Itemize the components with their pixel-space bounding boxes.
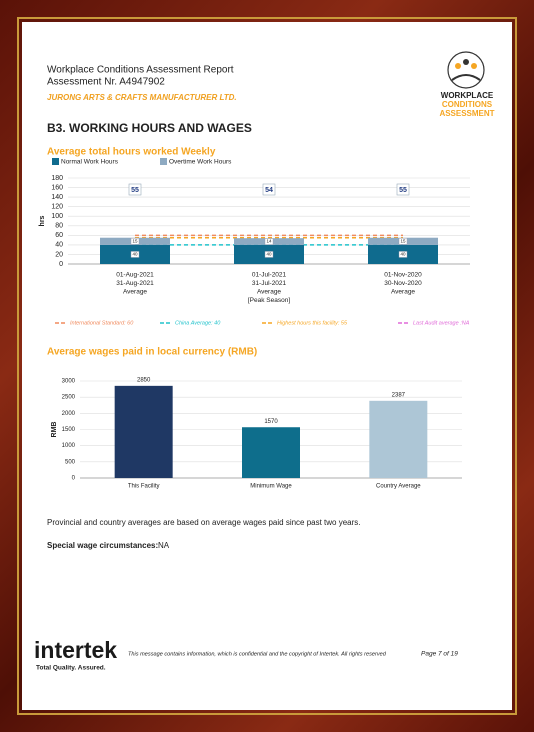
reference-legend-label: Highest hours this facility: 55 [277, 320, 348, 326]
report-title: Workplace Conditions Assessment Report [47, 65, 234, 76]
frame-inlay [17, 17, 517, 715]
y-axis-label: RMB [51, 422, 58, 438]
x-tick-label: 30-Nov-2020 [384, 280, 422, 287]
y-tick-label: 1500 [62, 427, 76, 433]
bar [242, 427, 300, 478]
y-tick-label: 40 [55, 242, 63, 249]
y-tick-label: 2500 [62, 395, 76, 401]
total-label: 55 [131, 187, 139, 194]
y-tick-label: 500 [65, 459, 76, 465]
chart-title: Average total hours worked Weekly [47, 147, 216, 158]
y-tick-label: 140 [51, 194, 63, 201]
y-tick-label: 160 [51, 184, 63, 191]
y-tick-label: 180 [51, 175, 63, 182]
reference-legend-label: Last Audit average :NA [413, 320, 470, 326]
logo-figure [463, 59, 469, 65]
special-value: NA [158, 541, 170, 550]
bar [369, 400, 428, 478]
total-label: 54 [265, 187, 273, 194]
x-tick-label: 01-Nov-2020 [384, 272, 422, 279]
page-number: Page 7 of 19 [421, 651, 458, 658]
legend-label: Normal Work Hours [61, 159, 119, 166]
legend-label: Overtime Work Hours [169, 159, 232, 166]
reference-legend-label: International Standard: 60 [70, 320, 134, 326]
logo-text: ASSESSMENT [439, 109, 494, 118]
y-tick-label: 3000 [62, 379, 76, 385]
x-tick-label: Average [257, 289, 281, 296]
brand: intertek [34, 637, 117, 663]
segment-label: 14 [266, 239, 272, 244]
segment-label: 15 [400, 238, 406, 243]
logo-arc [451, 74, 481, 81]
segment-label: 40 [266, 252, 272, 257]
reference-legend-label: China Average: 40 [175, 320, 221, 326]
total-label-box [128, 183, 142, 196]
x-tick-label: [Peak Season] [248, 297, 290, 304]
y-tick-label: 1000 [62, 443, 76, 449]
x-tick-label: 01-Jul-2021 [252, 272, 287, 279]
y-tick-label: 80 [55, 223, 63, 230]
logo-text: WORKPLACE [441, 91, 494, 100]
y-tick-label: 20 [55, 251, 63, 258]
logo-figure [455, 63, 461, 69]
legend-swatch [160, 158, 167, 165]
total-label-box [262, 183, 276, 196]
footer-notice: This message contains information, which… [128, 651, 387, 657]
segment-label-box [398, 251, 408, 258]
segment-label-box [130, 238, 140, 245]
x-tick-label: 01-Aug-2021 [116, 272, 154, 279]
y-tick-label: 100 [51, 213, 63, 220]
x-tick-label: 31-Jul-2021 [252, 280, 287, 287]
x-tick-label: This Facility [128, 484, 160, 490]
y-tick-label: 0 [59, 261, 63, 268]
y-tick-label: 2000 [62, 411, 76, 417]
value-label: 2387 [392, 392, 406, 398]
page [22, 22, 512, 710]
segment-label-box [398, 238, 408, 245]
y-tick-label: 60 [55, 232, 63, 239]
x-tick-label: Minimum Wage [250, 484, 292, 490]
logo-figure [471, 63, 477, 69]
bar [114, 385, 173, 478]
logo: WORKPLACE CONDITIONS ASSESSMENT [439, 51, 495, 118]
segment-label-box [264, 238, 274, 245]
y-axis-label: hrs [39, 215, 46, 226]
segment-label-box [130, 251, 140, 258]
chart-title: Average wages paid in local currency (RM… [47, 347, 257, 358]
x-tick-label: Average [123, 289, 147, 296]
y-tick-label: 0 [72, 476, 76, 482]
segment-label-box [264, 251, 274, 258]
value-label: 2850 [137, 377, 151, 383]
x-tick-label: Average [391, 289, 415, 296]
total-label-box [396, 183, 410, 196]
tagline: Total Quality. Assured. [36, 665, 106, 672]
section-title: B3. WORKING HOURS AND WAGES [47, 121, 252, 135]
y-tick-label: 120 [51, 204, 63, 211]
segment-label: 15 [132, 238, 138, 243]
logo-text: CONDITIONS [442, 100, 493, 109]
segment-label: 40 [400, 252, 406, 257]
total-label: 55 [399, 187, 407, 194]
company: JURONG ARTS & CRAFTS MANUFACTURER LTD. [47, 93, 237, 102]
legend-swatch [52, 158, 59, 165]
logo-ring [447, 51, 485, 89]
x-tick-label: 31-Aug-2021 [116, 280, 154, 287]
value-label: 1570 [264, 419, 278, 425]
note: Provincial and country averages are base… [47, 518, 361, 527]
x-tick-label: Country Average [376, 484, 421, 490]
special-label: Special wage circumstances: [47, 541, 158, 550]
assessment-number: Assessment Nr. A4947902 [47, 77, 165, 88]
segment-label: 40 [132, 252, 138, 257]
